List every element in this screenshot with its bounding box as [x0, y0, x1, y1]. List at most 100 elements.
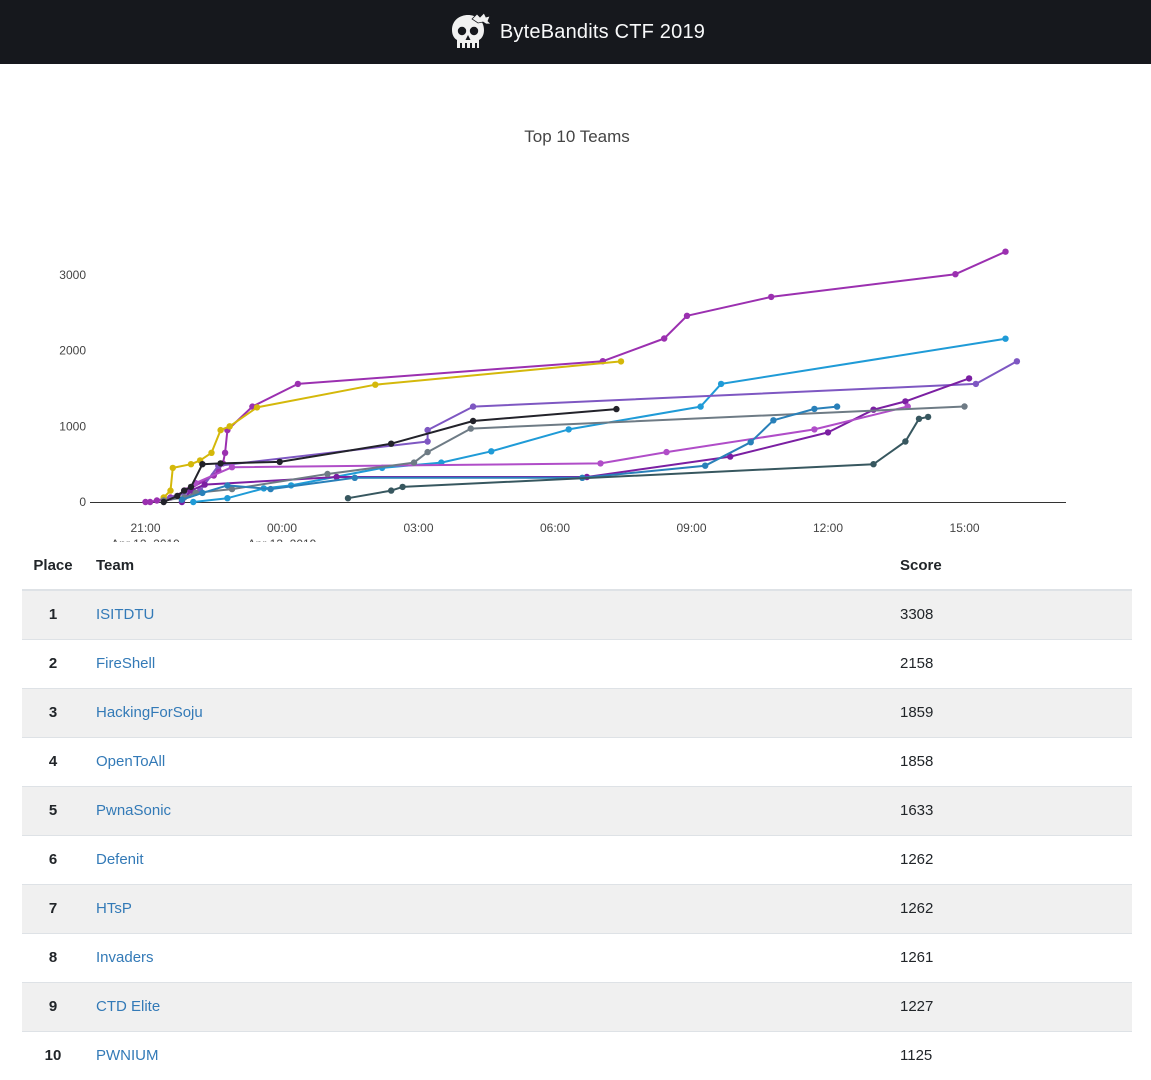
team-link[interactable]: CTD Elite — [96, 998, 161, 1015]
data-point — [697, 403, 704, 410]
data-point — [702, 462, 709, 469]
team-link[interactable]: PWNIUM — [96, 1047, 159, 1065]
table-row: 2 FireShell 2158 — [22, 639, 1132, 688]
data-point — [469, 403, 477, 410]
data-point — [228, 464, 236, 471]
series-layer — [142, 248, 1021, 506]
data-point — [324, 470, 331, 478]
data-point — [199, 489, 206, 497]
x-tick-label: 12:00 — [813, 521, 843, 535]
data-point — [924, 413, 932, 421]
data-point — [267, 485, 274, 493]
team-link[interactable]: PwnaSonic — [96, 802, 172, 819]
data-point — [228, 485, 236, 493]
data-point — [351, 474, 358, 481]
team-link[interactable]: Defenit — [96, 851, 144, 868]
skull-logo-icon — [451, 12, 492, 48]
data-point — [469, 417, 477, 425]
place-cell: 7 — [48, 900, 58, 917]
site-title: ByteBandits CTF 2019 — [499, 20, 706, 43]
team-link[interactable]: ISITDTU — [96, 606, 155, 624]
column-header-place: Place — [22, 542, 84, 591]
series-pwnium — [344, 413, 932, 502]
score-cell: 1227 — [900, 998, 934, 1015]
data-point — [683, 312, 691, 319]
x-tick-label: 06:00 — [540, 521, 570, 535]
data-point — [770, 417, 777, 424]
data-point — [187, 461, 195, 468]
data-point — [388, 487, 395, 494]
table-row: 8 Invaders 1261 — [22, 933, 1132, 982]
data-point — [661, 335, 668, 342]
data-point — [424, 438, 431, 445]
score-cell: 1125 — [900, 1047, 933, 1065]
data-point — [747, 439, 754, 446]
team-link[interactable]: Invaders — [96, 949, 154, 966]
data-point — [727, 453, 734, 460]
data-point — [221, 449, 229, 456]
data-point — [217, 460, 224, 467]
data-point — [488, 448, 495, 455]
data-point — [208, 449, 215, 456]
data-point — [276, 458, 283, 466]
data-point — [870, 461, 877, 468]
data-point — [424, 426, 431, 434]
data-point — [1002, 248, 1009, 255]
data-point — [344, 495, 352, 502]
y-tick-label: 2000 — [59, 344, 86, 358]
data-point — [410, 459, 418, 466]
y-tick-label: 0 — [79, 495, 86, 509]
place-cell: 3 — [48, 704, 58, 721]
data-point — [388, 440, 395, 447]
series-ctd-elite — [160, 405, 620, 506]
data-point — [811, 405, 818, 413]
brand-link[interactable]: ByteBandits CTF 2019 — [446, 12, 705, 52]
place-cell: 2 — [48, 655, 58, 672]
score-cell: 1261 — [900, 949, 934, 966]
table-header-row: Place Team Score — [22, 542, 1132, 591]
team-link[interactable]: HackingForSoju — [96, 704, 203, 721]
data-point — [663, 448, 670, 456]
data-point — [1013, 358, 1021, 365]
data-point — [153, 497, 161, 504]
x-tick-date-label: Apr 12, 2019 — [111, 537, 180, 542]
y-tick-label: 3000 — [59, 268, 86, 282]
score-cell: 3308 — [900, 606, 934, 624]
table-row: 1 ISITDTU 3308 — [22, 590, 1132, 639]
data-point — [768, 293, 775, 301]
place-cell: 1 — [48, 606, 58, 624]
data-point — [224, 495, 231, 502]
score-chart: Top 10 Teams 0 1000 2000 3000 21:00 Apr 12, … — [0, 64, 1151, 542]
chart-title: Top 10 Teams — [524, 127, 630, 146]
team-link[interactable]: HTsP — [96, 900, 132, 917]
x-axis: 21:00 Apr 12, 2019 00:00 Apr 13, 2019 03:00 0… — [90, 502, 1066, 542]
x-tick-label: 00:00 — [267, 521, 297, 535]
column-header-score: Score — [900, 542, 1132, 591]
series-line-pwnasonic — [181, 377, 970, 503]
data-point — [1002, 335, 1009, 342]
scoreboard-table: Place Team Score 1 ISITDTU 3308 2 FireSh… — [22, 542, 1132, 1080]
series-line-ctd-elite — [163, 408, 617, 503]
series-htsp — [160, 403, 968, 504]
data-point — [902, 438, 909, 445]
data-point — [972, 380, 980, 388]
data-point — [811, 426, 818, 433]
data-point — [190, 498, 197, 506]
data-point — [424, 448, 431, 456]
data-point — [833, 403, 841, 410]
table-row: 5 PwnaSonic 1633 — [22, 786, 1132, 835]
data-point — [142, 498, 149, 506]
series-opentoall — [160, 358, 625, 501]
table-row: 3 HackingForSoju 1859 — [22, 688, 1132, 737]
data-point — [167, 487, 174, 494]
team-link[interactable]: OpenToAll — [96, 753, 166, 770]
team-link[interactable]: FireShell — [96, 655, 156, 672]
data-point — [617, 358, 625, 365]
data-point — [160, 498, 167, 506]
data-point — [169, 464, 176, 472]
table-row: 6 Defenit 1262 — [22, 835, 1132, 884]
data-point — [217, 426, 224, 434]
data-point — [399, 483, 406, 491]
data-point — [965, 375, 973, 382]
score-cell: 1262 — [900, 851, 934, 868]
